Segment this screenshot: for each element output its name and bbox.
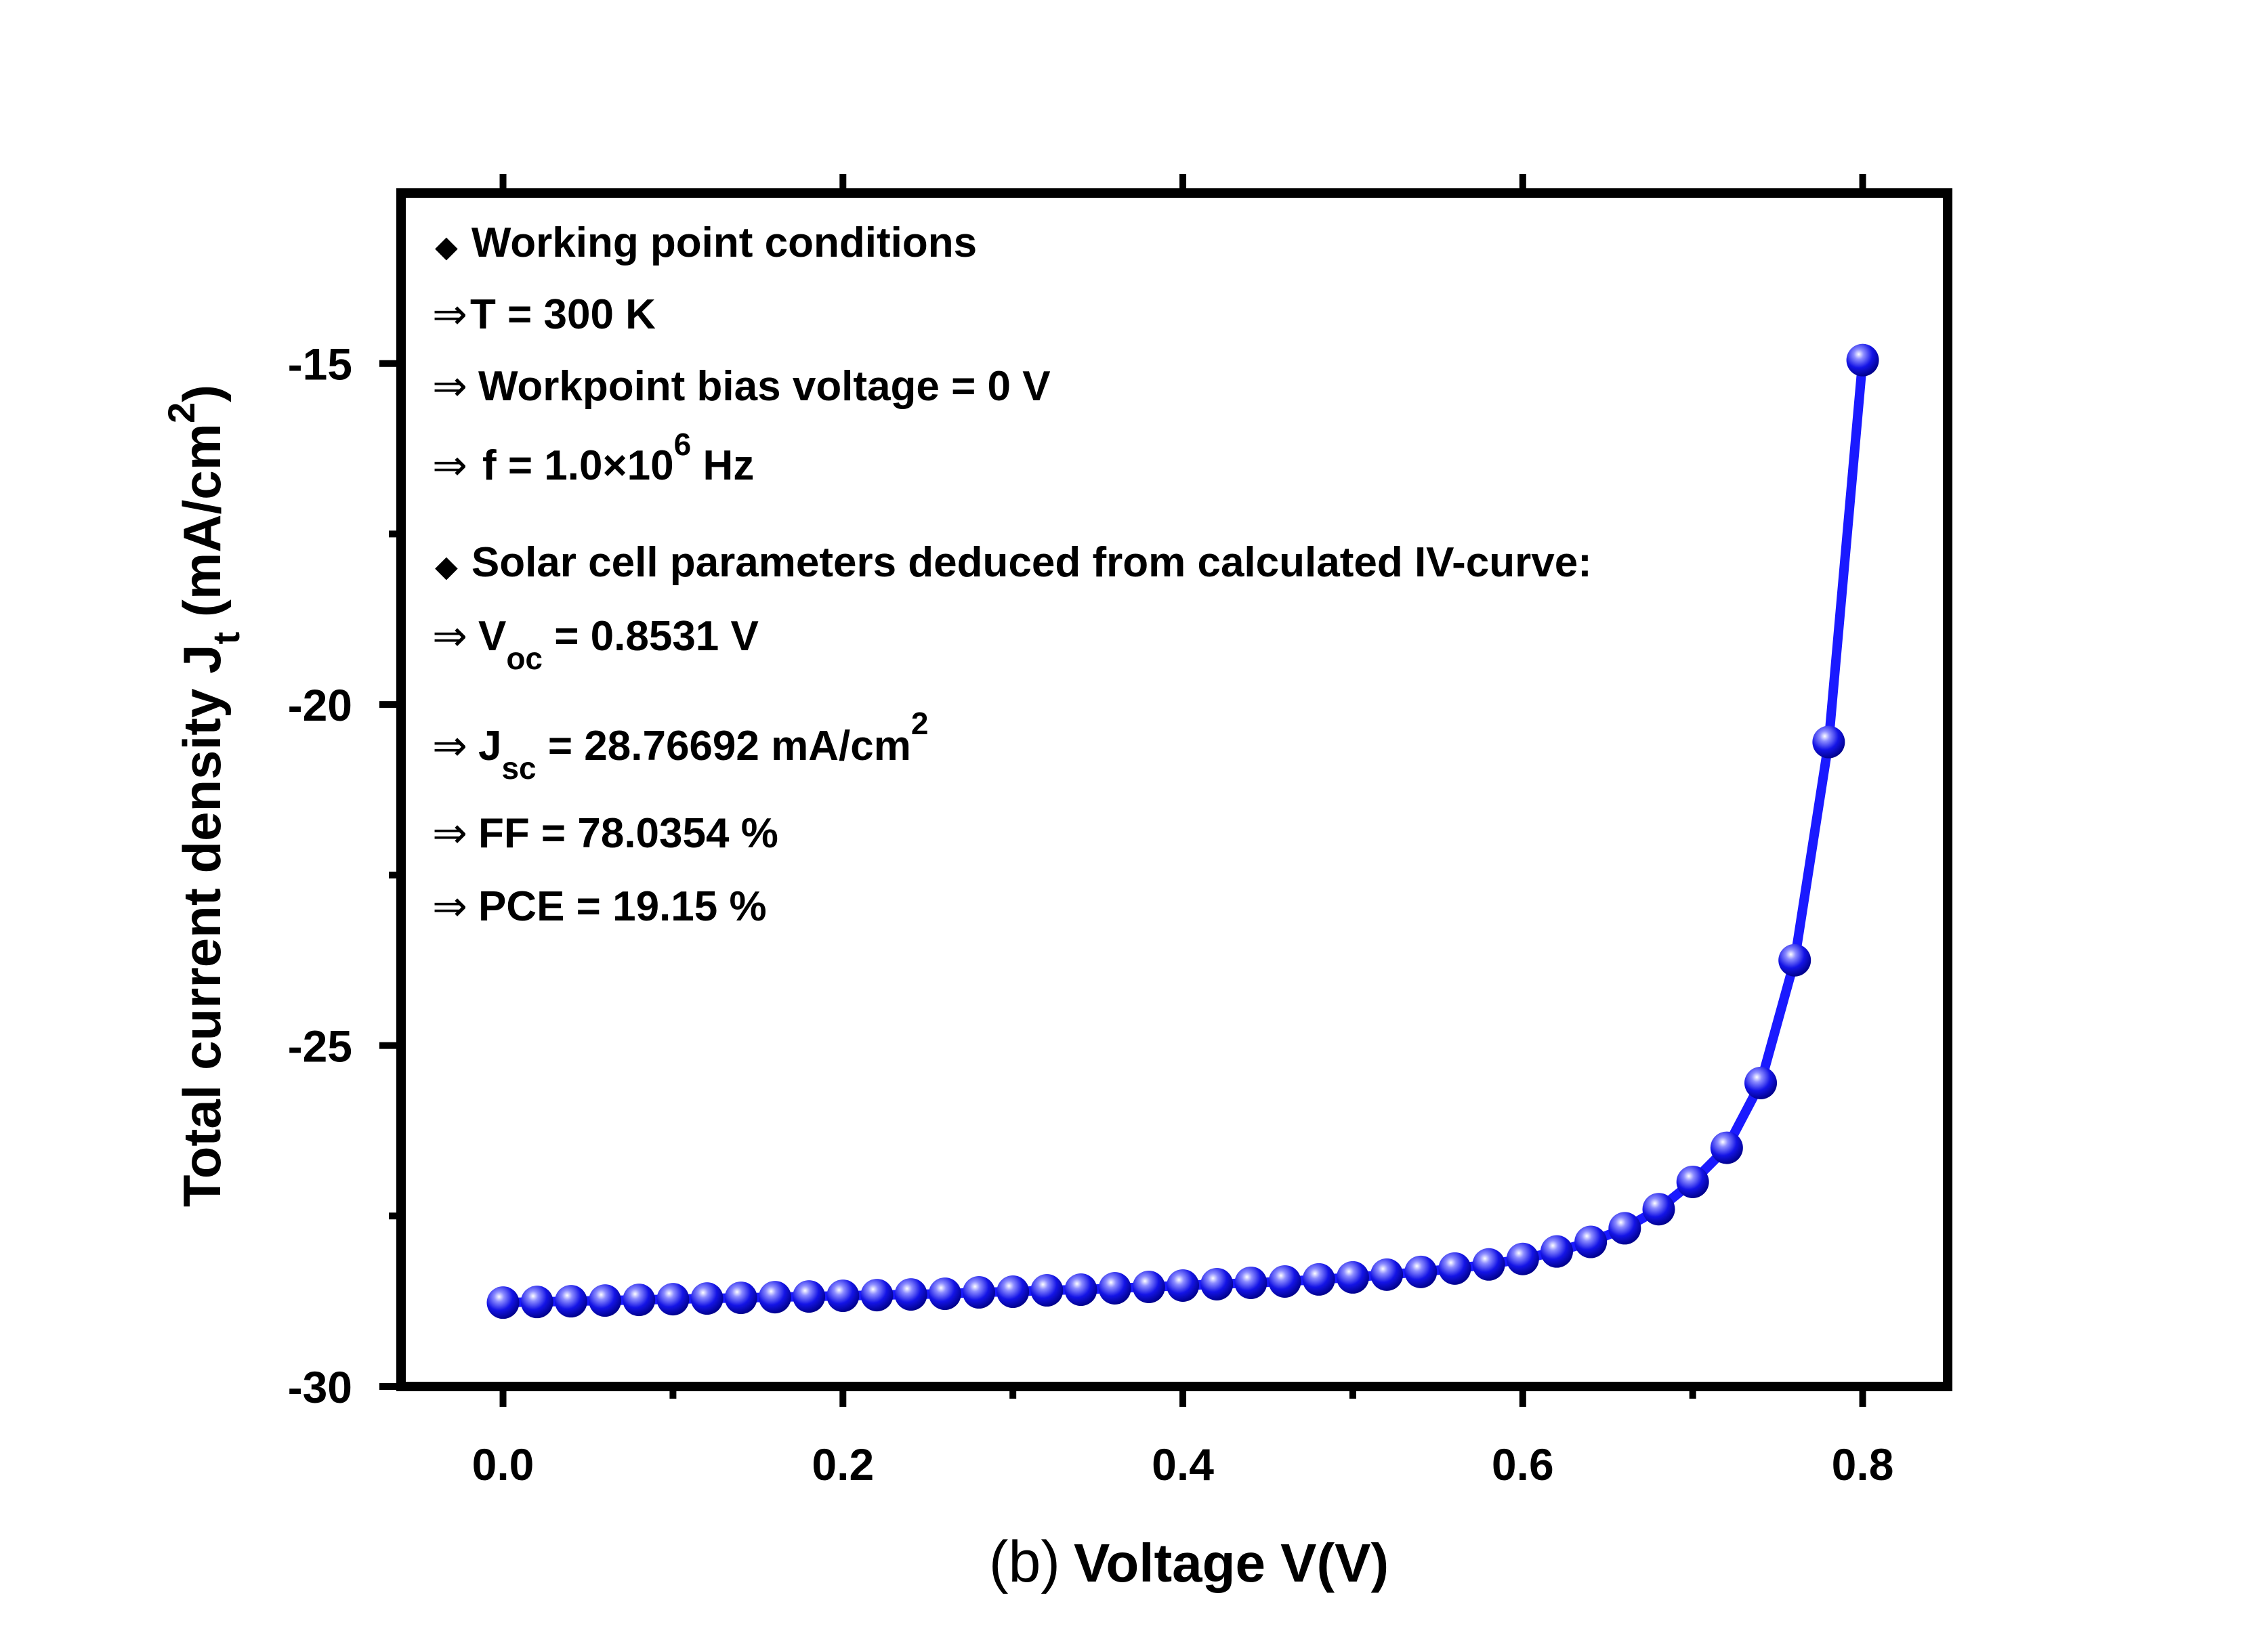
- data-point: [1438, 1252, 1471, 1285]
- data-series: [486, 343, 1879, 1319]
- axis-tick-labels: 0.0 0.2 0.4 0.6 0.8 -15 -20 -25 -30: [288, 339, 1894, 1489]
- data-point: [1744, 1066, 1778, 1099]
- panel-label: (b): [989, 1529, 1060, 1594]
- data-point: [1812, 725, 1845, 759]
- data-point: [1098, 1272, 1131, 1305]
- data-point: [1676, 1165, 1709, 1198]
- data-point: [997, 1275, 1030, 1309]
- data-point: [554, 1285, 587, 1318]
- data-point: [690, 1282, 724, 1315]
- data-point: [1132, 1270, 1165, 1303]
- working-point-header: Working point conditions: [471, 219, 977, 266]
- axis-ticks: [379, 174, 1866, 1407]
- svg-text:⇒Jsc = 28.76692 mA/cm2: ⇒ Jsc = 28.76692 mA/cm2: [432, 706, 928, 786]
- x-tick-label: 0.4: [1152, 1439, 1214, 1489]
- ff-line: FF = 78.0354 %: [478, 810, 778, 857]
- data-point: [1778, 944, 1811, 977]
- data-point: [1370, 1258, 1404, 1291]
- temperature-line: T = 300 K: [470, 291, 656, 338]
- y-tick-label: -30: [288, 1362, 352, 1412]
- plot-frame: [396, 188, 1952, 1391]
- data-point: [1167, 1269, 1200, 1302]
- svg-text:⇒FF = 78.0354 %: ⇒ FF = 78.0354 %: [432, 810, 778, 857]
- data-point: [520, 1286, 553, 1319]
- y-tick-label: -15: [288, 339, 352, 389]
- y-axis-unit-exponent: 2: [160, 402, 203, 423]
- arrow-icon: ⇒: [432, 613, 467, 660]
- y-axis-label: Total current density Jt (mA/cm2): [160, 385, 247, 1207]
- data-point: [1234, 1266, 1267, 1299]
- frequency-unit: Hz: [691, 442, 754, 489]
- data-point: [962, 1276, 995, 1309]
- y-axis-title: Total current density J: [172, 644, 232, 1207]
- data-point: [1608, 1212, 1641, 1245]
- data-point: [623, 1284, 656, 1317]
- svg-text:⇒f = 1.0×106 Hz: ⇒ f = 1.0×106 Hz: [432, 427, 754, 489]
- data-point: [894, 1278, 927, 1311]
- data-point: [1846, 343, 1879, 377]
- data-point: [1642, 1193, 1675, 1226]
- svg-text:⇒Voc = 0.8531 V: ⇒ Voc = 0.8531 V: [432, 613, 759, 676]
- jsc-subscript: sc: [501, 750, 536, 786]
- parameters-header: Solar cell parameters deduced from calcu…: [471, 539, 1592, 586]
- frequency-exponent: 6: [674, 427, 692, 462]
- bullet-icon: ◆: [435, 550, 458, 583]
- annotation-block: ◆ Working point conditions ⇒T = 300 K ⇒ Wo…: [432, 219, 1592, 930]
- y-tick-label: -20: [288, 680, 352, 730]
- y-tick-label: -25: [288, 1021, 352, 1072]
- x-tick-label: 0.2: [812, 1439, 874, 1489]
- voc-value: = 0.8531 V: [543, 613, 759, 660]
- data-point: [928, 1277, 961, 1311]
- x-axis-label: (b) Voltage V(V): [989, 1529, 1389, 1594]
- data-point: [1302, 1263, 1335, 1296]
- arrow-icon: ⇒: [432, 723, 467, 769]
- jsc-exponent: 2: [911, 706, 929, 741]
- data-point: [1064, 1273, 1097, 1307]
- svg-text:⇒Workpoint bias voltage = 0 V: ⇒ Workpoint bias voltage = 0 V: [432, 363, 1051, 410]
- svg-text:⇒PCE = 19.15 %: ⇒ PCE = 19.15 %: [432, 883, 767, 930]
- data-point: [1200, 1267, 1234, 1300]
- svg-text:◆Solar cell parameters deduced: ◆ Solar cell parameters deduced from calc…: [435, 539, 1592, 586]
- arrow-icon: ⇒: [432, 883, 467, 930]
- data-point: [1268, 1265, 1301, 1298]
- x-axis-title: Voltage V(V): [1074, 1533, 1389, 1593]
- data-point: [860, 1279, 894, 1312]
- data-point: [724, 1282, 757, 1315]
- frequency-line: f = 1.0×10: [482, 442, 674, 489]
- data-point: [1710, 1131, 1743, 1164]
- voc-symbol: V: [478, 613, 506, 660]
- data-point: [1030, 1274, 1064, 1307]
- bias-voltage-line: Workpoint bias voltage = 0 V: [478, 363, 1051, 410]
- data-point: [1472, 1248, 1505, 1281]
- y-axis-unit-close: ): [172, 385, 232, 402]
- jsc-value: = 28.76692 mA/cm: [537, 723, 911, 769]
- y-axis-subscript: t: [205, 632, 247, 645]
- x-tick-label: 0.0: [472, 1439, 534, 1489]
- arrow-icon: ⇒: [432, 810, 467, 857]
- data-point: [486, 1286, 520, 1319]
- x-tick-label: 0.6: [1492, 1439, 1554, 1489]
- data-point: [1574, 1225, 1608, 1258]
- data-point: [826, 1279, 860, 1313]
- data-point: [1506, 1242, 1539, 1275]
- x-tick-label: 0.8: [1832, 1439, 1894, 1489]
- pce-line: PCE = 19.15 %: [478, 883, 767, 930]
- jsc-symbol: J: [478, 723, 501, 769]
- arrow-icon: ⇒: [432, 363, 467, 410]
- data-point: [793, 1280, 826, 1313]
- bullet-icon: ◆: [435, 230, 458, 263]
- y-axis-unit: (mA/cm: [172, 423, 232, 632]
- data-point: [758, 1281, 791, 1314]
- data-point: [656, 1283, 690, 1316]
- svg-text:⇒T = 300 K: ⇒T = 300 K: [432, 291, 656, 338]
- svg-text:◆Working point conditions: ◆ Working point conditions: [435, 219, 977, 266]
- data-point: [1404, 1255, 1438, 1288]
- data-point: [1336, 1261, 1369, 1294]
- arrow-icon: ⇒: [432, 442, 467, 489]
- arrow-icon: ⇒: [432, 291, 467, 338]
- data-point: [1540, 1235, 1573, 1268]
- data-point: [589, 1284, 622, 1317]
- voc-subscript: oc: [506, 641, 543, 676]
